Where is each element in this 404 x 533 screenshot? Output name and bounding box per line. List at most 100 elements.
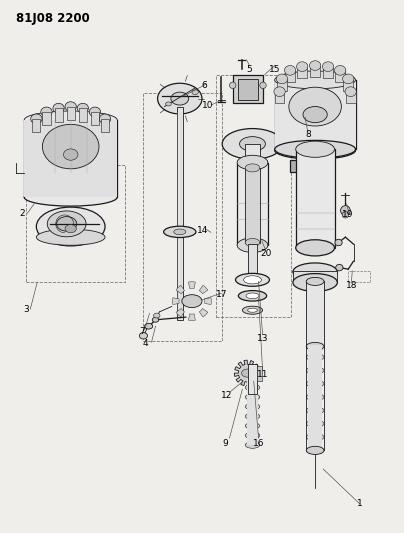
Ellipse shape xyxy=(342,212,349,218)
Ellipse shape xyxy=(245,238,260,247)
Text: 9: 9 xyxy=(223,439,228,448)
Ellipse shape xyxy=(240,136,265,151)
Text: 15: 15 xyxy=(269,65,280,74)
Bar xyxy=(346,92,356,103)
Polygon shape xyxy=(199,309,208,317)
Polygon shape xyxy=(176,285,185,294)
Ellipse shape xyxy=(276,74,288,84)
Polygon shape xyxy=(275,80,356,149)
Ellipse shape xyxy=(237,238,268,253)
Bar xyxy=(237,163,268,245)
Ellipse shape xyxy=(65,224,76,233)
Bar xyxy=(343,79,353,91)
Text: 1: 1 xyxy=(357,499,362,508)
Ellipse shape xyxy=(242,306,263,314)
Ellipse shape xyxy=(36,229,105,245)
Ellipse shape xyxy=(192,90,198,95)
Ellipse shape xyxy=(174,229,186,235)
Ellipse shape xyxy=(306,342,324,351)
Bar xyxy=(216,75,291,317)
Bar xyxy=(297,67,307,78)
Ellipse shape xyxy=(31,114,42,124)
Polygon shape xyxy=(189,314,195,320)
Ellipse shape xyxy=(306,407,324,414)
Ellipse shape xyxy=(229,82,236,88)
Ellipse shape xyxy=(236,273,269,286)
Text: 7: 7 xyxy=(139,327,145,336)
Ellipse shape xyxy=(296,141,335,157)
Ellipse shape xyxy=(245,394,260,400)
Ellipse shape xyxy=(306,393,324,401)
Polygon shape xyxy=(234,360,260,386)
Ellipse shape xyxy=(53,103,64,113)
Text: 14: 14 xyxy=(197,226,208,235)
Bar xyxy=(248,244,257,277)
Ellipse shape xyxy=(171,92,189,105)
Ellipse shape xyxy=(336,264,343,271)
Ellipse shape xyxy=(65,102,76,111)
Bar xyxy=(143,93,222,341)
Ellipse shape xyxy=(63,149,78,160)
Ellipse shape xyxy=(245,423,260,429)
Ellipse shape xyxy=(306,353,324,361)
Ellipse shape xyxy=(293,263,337,281)
Bar xyxy=(257,366,262,381)
Text: 18: 18 xyxy=(346,281,357,289)
Bar xyxy=(67,107,75,120)
Bar xyxy=(348,271,370,282)
Ellipse shape xyxy=(276,103,284,110)
Ellipse shape xyxy=(322,62,334,71)
Ellipse shape xyxy=(306,367,324,374)
Text: 2: 2 xyxy=(19,209,25,217)
Bar xyxy=(233,75,263,103)
Ellipse shape xyxy=(289,87,341,126)
Polygon shape xyxy=(189,282,195,288)
Bar xyxy=(290,104,312,125)
Ellipse shape xyxy=(145,324,153,329)
Text: 11: 11 xyxy=(257,370,268,378)
Text: 3: 3 xyxy=(23,305,29,313)
Ellipse shape xyxy=(77,103,88,113)
Ellipse shape xyxy=(343,74,354,84)
Text: 12: 12 xyxy=(221,391,232,400)
Bar xyxy=(247,378,258,445)
Text: 17: 17 xyxy=(216,290,227,298)
Ellipse shape xyxy=(89,107,101,117)
Bar xyxy=(245,168,260,243)
Ellipse shape xyxy=(42,124,99,169)
Ellipse shape xyxy=(24,188,117,206)
Text: 19: 19 xyxy=(342,210,353,219)
Ellipse shape xyxy=(139,333,147,339)
Ellipse shape xyxy=(158,83,202,114)
Ellipse shape xyxy=(335,239,342,246)
Bar xyxy=(238,79,258,100)
Ellipse shape xyxy=(245,403,260,410)
Ellipse shape xyxy=(293,273,337,292)
Ellipse shape xyxy=(260,82,266,88)
Ellipse shape xyxy=(275,141,356,159)
Ellipse shape xyxy=(237,155,268,170)
Text: 5: 5 xyxy=(246,65,252,74)
Bar xyxy=(296,149,335,248)
Ellipse shape xyxy=(345,87,356,96)
Ellipse shape xyxy=(303,107,327,123)
Ellipse shape xyxy=(296,240,335,256)
Ellipse shape xyxy=(166,102,171,106)
Ellipse shape xyxy=(245,432,260,439)
Ellipse shape xyxy=(245,442,260,448)
Ellipse shape xyxy=(306,433,324,441)
Bar xyxy=(42,112,50,125)
Bar xyxy=(79,108,87,122)
Ellipse shape xyxy=(99,114,111,124)
Bar xyxy=(335,70,345,82)
Bar xyxy=(308,345,322,450)
Ellipse shape xyxy=(36,207,105,246)
Ellipse shape xyxy=(245,384,260,391)
Bar xyxy=(248,364,257,394)
Text: 13: 13 xyxy=(257,334,268,343)
Bar xyxy=(306,281,324,346)
Ellipse shape xyxy=(245,164,260,172)
Ellipse shape xyxy=(222,128,283,159)
Bar xyxy=(275,92,284,103)
Ellipse shape xyxy=(341,206,350,215)
